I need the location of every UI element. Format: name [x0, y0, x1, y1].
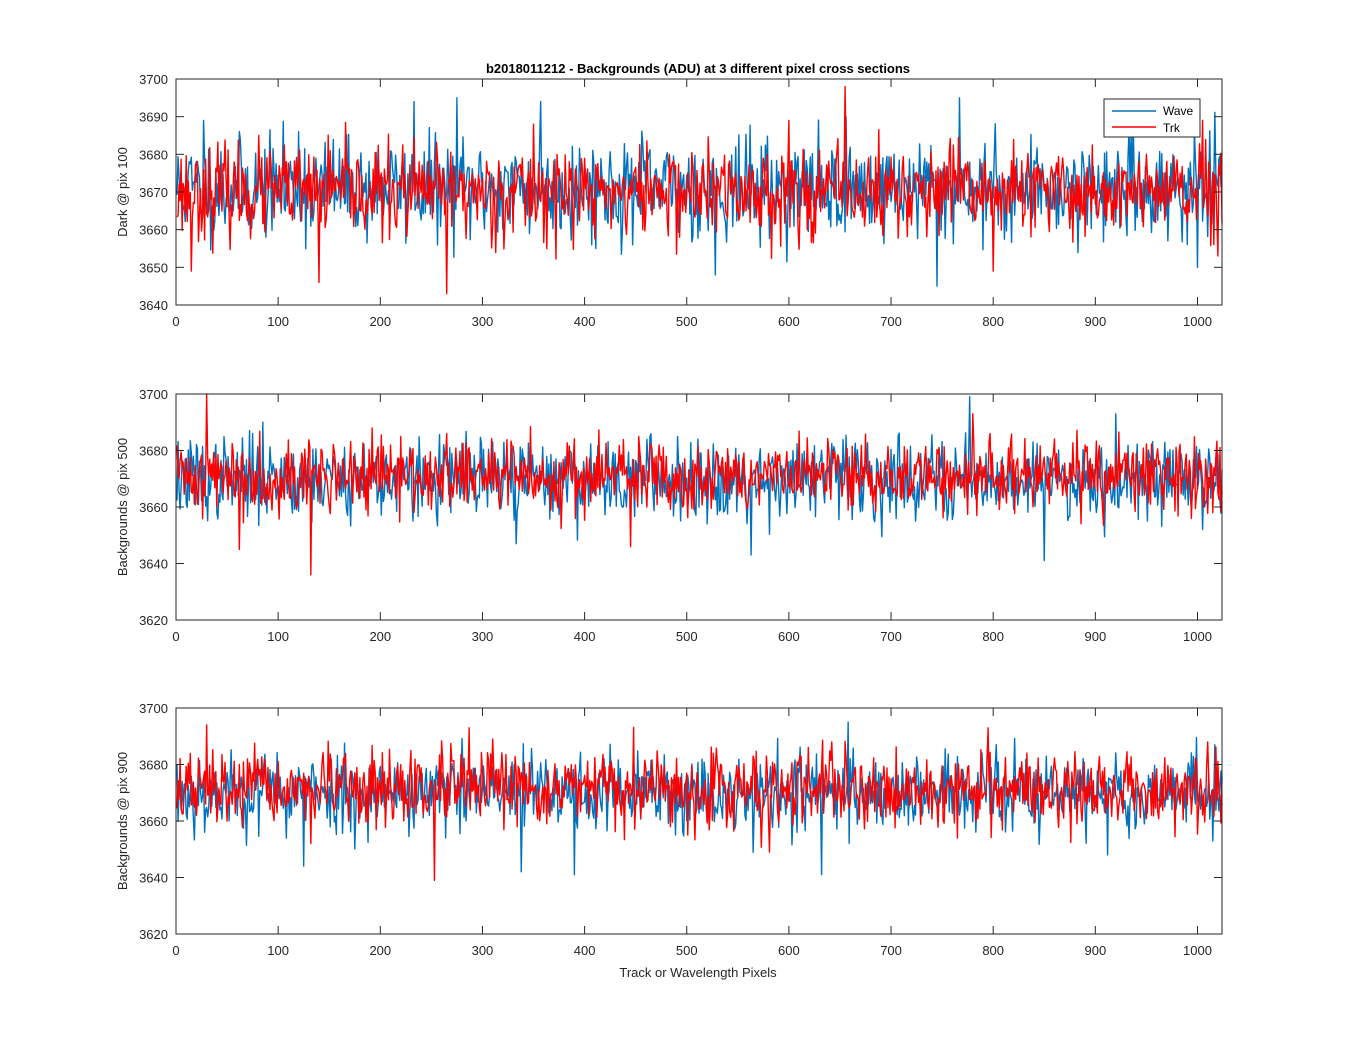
- subplot-backgrounds-pix-900: 0 100 200 300 400 500 600 700 800 900 1000 3620 3640…: [115, 701, 1223, 958]
- x-tick-label: 100: [267, 629, 289, 644]
- x-tick-label: 200: [369, 943, 391, 958]
- x-axis-label: Track or Wavelength Pixels: [619, 965, 777, 980]
- x-tick-label: 1000: [1183, 629, 1212, 644]
- x-tick-label: 200: [369, 629, 391, 644]
- y-tick-label: 3680: [139, 444, 168, 459]
- x-tick-label: 400: [574, 943, 596, 958]
- y-tick-label: 3660: [139, 500, 168, 515]
- legend-box: [1103, 98, 1201, 138]
- y-tick-label: 3700: [139, 387, 168, 402]
- x-tick-label: 0: [172, 629, 179, 644]
- x-tick-label: 700: [880, 629, 902, 644]
- series-line-trk: [176, 724, 1223, 882]
- axes: 0 100 200 300 400 500 600 700 800 900 1000 3620 3640…: [115, 387, 1223, 644]
- series-line-trk: [176, 393, 1223, 576]
- x-tick-label: 200: [369, 314, 391, 329]
- legend: Wave Trk: [1103, 98, 1201, 138]
- x-tick-label: 0: [172, 314, 179, 329]
- x-tick-label: 700: [880, 314, 902, 329]
- x-tick-label: 900: [1084, 314, 1106, 329]
- legend-label-wave: Wave: [1163, 104, 1194, 118]
- x-tick-label: 100: [267, 314, 289, 329]
- x-tick-label: 1000: [1183, 943, 1212, 958]
- y-axis-label: Backgrounds @ pix 500: [115, 438, 130, 576]
- x-tick-label: 300: [472, 314, 494, 329]
- y-tick-label: 3690: [139, 110, 168, 125]
- series-lines: [176, 721, 1223, 882]
- y-tick-label: 3640: [139, 871, 168, 886]
- y-tick-label: 3620: [139, 927, 168, 942]
- x-tick-label: 500: [676, 629, 698, 644]
- subplot-backgrounds-pix-500: 0 100 200 300 400 500 600 700 800 900 1000 3620 3640…: [115, 387, 1223, 644]
- x-tick-label: 100: [267, 943, 289, 958]
- x-tick-label: 0: [172, 943, 179, 958]
- y-tick-label: 3670: [139, 185, 168, 200]
- y-tick-label: 3640: [139, 557, 168, 572]
- x-tick-label: 900: [1084, 943, 1106, 958]
- x-tick-label: 400: [574, 314, 596, 329]
- x-tick-label: 600: [778, 629, 800, 644]
- y-axis-label: Dark @ pix 100: [115, 147, 130, 237]
- y-tick-label: 3680: [139, 147, 168, 162]
- x-tick-label: 900: [1084, 629, 1106, 644]
- x-tick-label: 1000: [1183, 314, 1212, 329]
- x-tick-label: 300: [472, 629, 494, 644]
- x-tick-label: 700: [880, 943, 902, 958]
- y-tick-label: 3620: [139, 613, 168, 628]
- series-line-trk: [176, 85, 1223, 295]
- x-tick-label: 500: [676, 314, 698, 329]
- x-tick-label: 800: [982, 943, 1004, 958]
- axes: 0 100 200 300 400 500 600 700 800 900 1000 3640 3650…: [115, 72, 1223, 329]
- y-tick-label: 3650: [139, 260, 168, 275]
- y-tick-label: 3660: [139, 814, 168, 829]
- x-tick-label: 600: [778, 943, 800, 958]
- chart-title: b2018011212 - Backgrounds (ADU) at 3 dif…: [486, 61, 910, 76]
- subplot-dark-pix-100: 0 100 200 300 400 500 600 700 800 900 1000 3640 3650…: [115, 72, 1223, 329]
- x-tick-label: 400: [574, 629, 596, 644]
- plot-area: [176, 708, 1222, 934]
- series-lines: [176, 85, 1223, 295]
- legend-label-trk: Trk: [1163, 121, 1181, 135]
- y-tick-label: 3640: [139, 298, 168, 313]
- x-tick-label: 500: [676, 943, 698, 958]
- y-axis-label: Backgrounds @ pix 900: [115, 752, 130, 890]
- y-tick-label: 3700: [139, 701, 168, 716]
- y-tick-label: 3680: [139, 758, 168, 773]
- x-tick-label: 800: [982, 629, 1004, 644]
- y-tick-label: 3660: [139, 223, 168, 238]
- series-lines: [176, 393, 1223, 576]
- axes: 0 100 200 300 400 500 600 700 800 900 1000 3620 3640…: [115, 701, 1223, 958]
- x-tick-label: 600: [778, 314, 800, 329]
- x-tick-label: 800: [982, 314, 1004, 329]
- x-tick-label: 300: [472, 943, 494, 958]
- y-tick-label: 3700: [139, 72, 168, 87]
